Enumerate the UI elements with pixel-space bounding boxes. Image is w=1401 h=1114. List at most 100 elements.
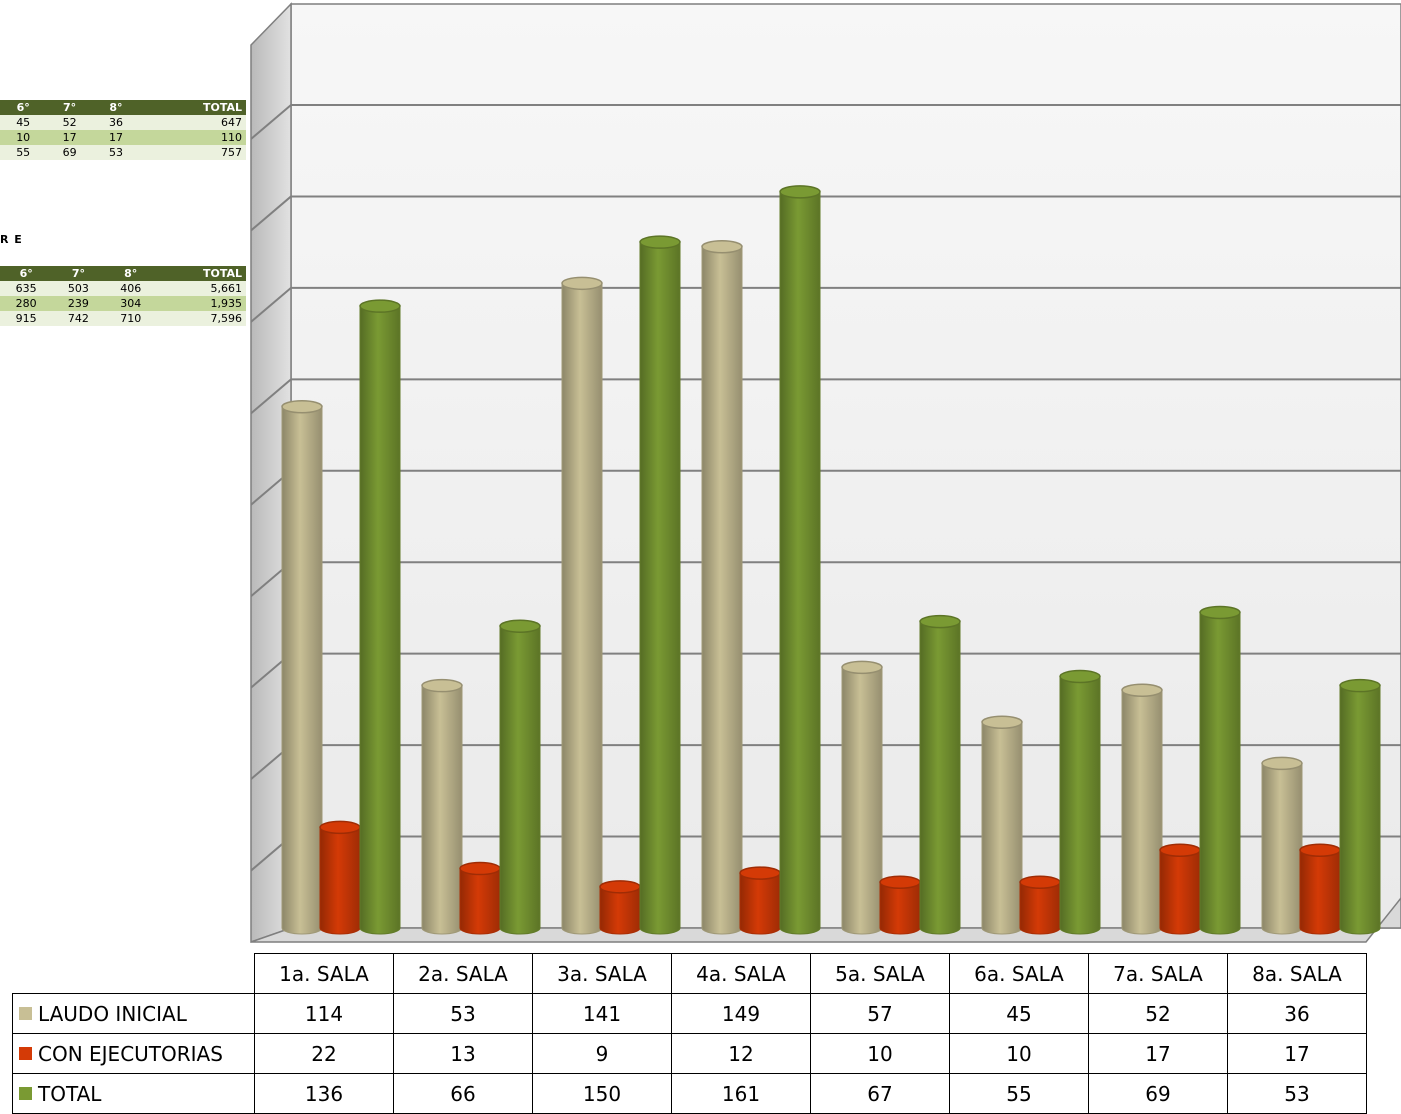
bar-7-2 [1159, 843, 1201, 935]
table-cell: 5,661 [156, 281, 246, 296]
col-header: 6° [0, 100, 47, 115]
table-cell: 53 [92, 145, 140, 160]
bar-8-1 [1261, 756, 1303, 935]
bar-1-2 [319, 820, 361, 935]
table-cell: 110 [139, 130, 246, 145]
table-cell: 915 [0, 311, 53, 326]
data-label: 136 [254, 1073, 394, 1114]
bar-8-2 [1299, 843, 1341, 935]
bar-6-2 [1019, 875, 1061, 935]
col-header: 8° [104, 266, 157, 281]
data-label: 161 [671, 1073, 811, 1114]
table-cell: 304 [104, 296, 157, 311]
table-cell: 239 [52, 296, 105, 311]
data-label: 69 [1088, 1073, 1228, 1114]
table-cell: 55 [0, 145, 47, 160]
bar-2-3 [499, 619, 541, 935]
table-cell: 280 [0, 296, 53, 311]
bar-3-1 [561, 276, 603, 935]
bar-5-3 [919, 614, 961, 935]
table-cell: 45 [0, 115, 47, 130]
data-label: 149 [671, 993, 811, 1034]
table-cell: 69 [46, 145, 93, 160]
summary-table-header-row: 6° 7° 8° TOTAL [0, 100, 246, 115]
data-label: 150 [532, 1073, 672, 1114]
data-label: 45 [949, 993, 1089, 1034]
bars-group [281, 185, 1381, 935]
data-label: 12 [671, 1033, 811, 1074]
series-row: CON EJECUTORIAS 22 13 9 12 10 10 17 17 [12, 1033, 1367, 1074]
data-label: 114 [254, 993, 394, 1034]
category-label: 3a. SALA [532, 953, 672, 994]
table-cell: 710 [104, 311, 157, 326]
data-label: 53 [1227, 1073, 1367, 1114]
table-row: 45 52 36 647 [0, 115, 246, 130]
col-header: 6° [0, 266, 53, 281]
bar-8-3 [1339, 678, 1381, 935]
series-row: LAUDO INICIAL 114 53 141 149 57 45 52 36 [12, 993, 1367, 1034]
summary-table-1: 6° 7° 8° TOTAL 45 52 36 647 10 17 17 110… [0, 100, 246, 160]
table-cell: 36 [92, 115, 140, 130]
category-label: 6a. SALA [949, 953, 1089, 994]
table-cell: 503 [52, 281, 105, 296]
chart-data-table: 1a. SALA 2a. SALA 3a. SALA 4a. SALA 5a. SALA… [12, 953, 1367, 1114]
category-label: 2a. SALA [393, 953, 533, 994]
col-header: 7° [46, 100, 93, 115]
series-name: TOTAL [38, 1081, 102, 1106]
bar-5-2 [879, 875, 921, 935]
col-header: TOTAL [156, 266, 246, 281]
data-table-header-row: 1a. SALA 2a. SALA 3a. SALA 4a. SALA 5a. SALA… [12, 953, 1367, 994]
data-label: 22 [254, 1033, 394, 1074]
data-table-corner [12, 953, 255, 994]
category-label: 7a. SALA [1088, 953, 1228, 994]
data-label: 67 [810, 1073, 950, 1114]
data-label: 53 [393, 993, 533, 1034]
category-label: 4a. SALA [671, 953, 811, 994]
table-row: 10 17 17 110 [0, 130, 246, 145]
legend-swatch [19, 1046, 32, 1060]
bar-7-3 [1199, 605, 1241, 935]
table-row: 280 239 304 1,935 [0, 296, 246, 311]
table-cell: 10 [0, 130, 47, 145]
bar-7-1 [1121, 683, 1163, 935]
series-name: LAUDO INICIAL [38, 1001, 187, 1026]
category-label: 8a. SALA [1227, 953, 1367, 994]
category-label: 1a. SALA [254, 953, 394, 994]
table-cell: 757 [139, 145, 246, 160]
legend-entry: TOTAL [12, 1073, 255, 1114]
bar-3-3 [639, 235, 681, 935]
bar-4-2 [739, 866, 781, 935]
bar-4-3 [779, 185, 821, 935]
table-cell: 17 [92, 130, 140, 145]
bar-6-1 [981, 715, 1023, 935]
data-label: 17 [1088, 1033, 1228, 1074]
bar-2-1 [421, 678, 463, 935]
data-label: 141 [532, 993, 672, 1034]
bar-3-2 [599, 880, 641, 935]
legend-entry: CON EJECUTORIAS [12, 1033, 255, 1074]
table-cell: 647 [139, 115, 246, 130]
table-row: 635 503 406 5,661 [0, 281, 246, 296]
data-label: 13 [393, 1033, 533, 1074]
table-cell: 52 [46, 115, 93, 130]
col-header: 8° [92, 100, 140, 115]
table-cell: 1,935 [156, 296, 246, 311]
table-row: 55 69 53 757 [0, 145, 246, 160]
data-label: 52 [1088, 993, 1228, 1034]
cylinder-bar-chart [250, 2, 1401, 944]
bar-5-1 [841, 660, 883, 935]
col-header: TOTAL [139, 100, 246, 115]
table-cell: 635 [0, 281, 53, 296]
data-label: 10 [949, 1033, 1089, 1074]
series-row: TOTAL 136 66 150 161 67 55 69 53 [12, 1073, 1367, 1114]
bar-4-1 [701, 239, 743, 935]
summary-table-header-row: 6° 7° 8° TOTAL [0, 266, 246, 281]
bar-2-2 [459, 861, 501, 935]
category-label: 5a. SALA [810, 953, 950, 994]
summary-table-2: 6° 7° 8° TOTAL 635 503 406 5,661 280 239… [0, 266, 246, 326]
col-header: 7° [52, 266, 105, 281]
table-cell: 406 [104, 281, 157, 296]
data-label: 55 [949, 1073, 1089, 1114]
data-label: 57 [810, 993, 950, 1034]
table-cell: 17 [46, 130, 93, 145]
